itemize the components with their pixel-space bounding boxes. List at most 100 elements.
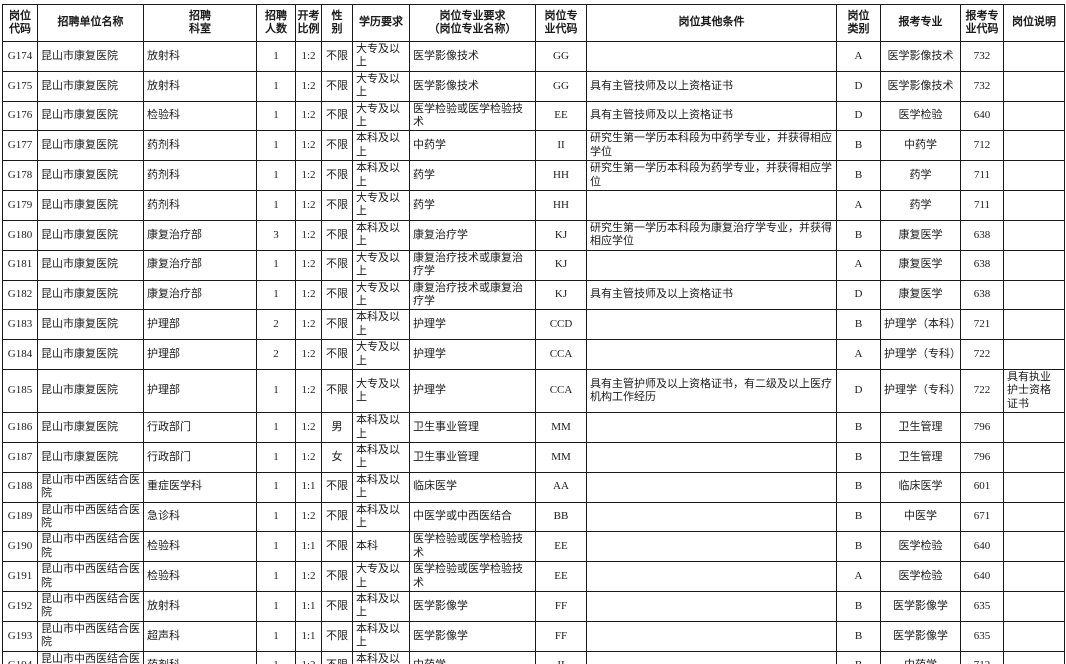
cell-apply_code: 671 [960,501,1004,533]
cell-apply_major: 中医学 [880,501,961,533]
cell-category: D [836,100,881,132]
cell-note [1003,190,1065,221]
cell-dept: 重症医学科 [143,471,257,503]
cell-note [1003,501,1065,533]
cell-apply_code: 712 [960,130,1004,162]
cell-gender: 不限 [321,160,353,192]
table-row: G181 昆山市康复医院 康复治疗部 1 1:2 不限 大专及以上 康复治疗技术或康复治疗学 K… [2,249,1065,281]
cell-major_code: II [535,130,587,162]
column-header-unit: 招聘单位名称 [37,4,144,42]
cell-apply_major: 护理学（专科） [880,368,961,414]
cell-code: G174 [2,41,38,72]
cell-gender: 不限 [321,591,353,622]
cell-category: B [836,531,881,563]
cell-code: G176 [2,100,38,132]
cell-major_code: CCA [535,368,587,414]
cell-category: D [836,70,881,102]
cell-apply_code: 635 [960,591,1004,622]
cell-major_code: II [535,650,587,664]
column-header-dept: 招聘 科室 [143,4,257,42]
cell-dept: 急诊科 [143,501,257,533]
cell-major_req: 医学影像技术 [409,41,536,72]
cell-edu: 本科及以上 [352,620,410,652]
cell-edu: 本科及以上 [352,501,410,533]
cell-count: 1 [256,412,296,443]
cell-other [586,249,837,281]
cell-other: 具有主管技师及以上资格证书 [586,279,837,311]
table-row: G188 昆山市中西医结合医院 重症医学科 1 1:1 不限 本科及以上 临床医学 AA B 临床医… [2,471,1065,503]
cell-apply_major: 护理学（本科） [880,309,961,341]
cell-count: 1 [256,620,296,652]
cell-ratio: 1:1 [295,471,322,503]
cell-unit: 昆山市中西医结合医院 [37,561,144,593]
cell-other [586,650,837,664]
cell-note [1003,219,1065,251]
cell-code: G180 [2,219,38,251]
cell-edu: 本科及以上 [352,309,410,341]
table-body: G174 昆山市康复医院 放射科 1 1:2 不限 大专及以上 医学影像技术 GG A 医学影像技术… [2,41,1065,664]
cell-code: G181 [2,249,38,281]
table-row: G180 昆山市康复医院 康复治疗部 3 1:2 不限 本科及以上 康复治疗学 KJ 研究生第一学… [2,219,1065,251]
cell-note [1003,531,1065,563]
table-row: G179 昆山市康复医院 药剂科 1 1:2 不限 大专及以上 药学 HH A 药学 711 [2,190,1065,221]
cell-apply_code: 796 [960,412,1004,443]
cell-major_code: KJ [535,249,587,281]
cell-other [586,190,837,221]
cell-edu: 大专及以上 [352,100,410,132]
cell-major_code: EE [535,100,587,132]
cell-major_req: 医学影像学 [409,620,536,652]
cell-major_req: 药学 [409,190,536,221]
cell-category: A [836,339,881,370]
cell-code: G177 [2,130,38,162]
cell-major_req: 护理学 [409,309,536,341]
cell-ratio: 1:2 [295,41,322,72]
cell-edu: 大专及以上 [352,41,410,72]
cell-dept: 护理部 [143,309,257,341]
cell-note [1003,441,1065,473]
column-header-ratio: 开考 比例 [295,4,322,42]
cell-category: B [836,130,881,162]
cell-major_code: GG [535,41,587,72]
cell-unit: 昆山市中西医结合医院 [37,620,144,652]
cell-gender: 不限 [321,368,353,414]
cell-edu: 大专及以上 [352,70,410,102]
cell-ratio: 1:1 [295,531,322,563]
cell-major_code: MM [535,412,587,443]
cell-ratio: 1:2 [295,501,322,533]
cell-dept: 检验科 [143,531,257,563]
cell-major_code: MM [535,441,587,473]
cell-other: 具有主管技师及以上资格证书 [586,100,837,132]
cell-gender: 不限 [321,219,353,251]
column-header-note: 岗位说明 [1003,4,1065,42]
cell-ratio: 1:2 [295,160,322,192]
cell-dept: 超声科 [143,620,257,652]
cell-note [1003,130,1065,162]
cell-edu: 本科及以上 [352,130,410,162]
cell-note [1003,100,1065,132]
cell-apply_code: 711 [960,190,1004,221]
cell-gender: 男 [321,412,353,443]
cell-category: B [836,160,881,192]
cell-ratio: 1:2 [295,249,322,281]
cell-major_code: FF [535,591,587,622]
cell-edu: 大专及以上 [352,279,410,311]
cell-apply_code: 711 [960,160,1004,192]
cell-major_req: 医学影像技术 [409,70,536,102]
cell-unit: 昆山市中西医结合医院 [37,591,144,622]
cell-gender: 不限 [321,100,353,132]
cell-unit: 昆山市康复医院 [37,160,144,192]
table-row: G191 昆山市中西医结合医院 检验科 1 1:2 不限 大专及以上 医学检验或医学检验技术 E… [2,561,1065,593]
cell-other: 具有主管技师及以上资格证书 [586,70,837,102]
cell-code: G190 [2,531,38,563]
cell-gender: 不限 [321,130,353,162]
cell-category: A [836,561,881,593]
cell-ratio: 1:2 [295,279,322,311]
cell-apply_major: 康复医学 [880,249,961,281]
cell-category: B [836,219,881,251]
cell-dept: 放射科 [143,591,257,622]
cell-unit: 昆山市康复医院 [37,309,144,341]
cell-note [1003,471,1065,503]
cell-code: G182 [2,279,38,311]
cell-ratio: 1:1 [295,591,322,622]
cell-unit: 昆山市康复医院 [37,339,144,370]
